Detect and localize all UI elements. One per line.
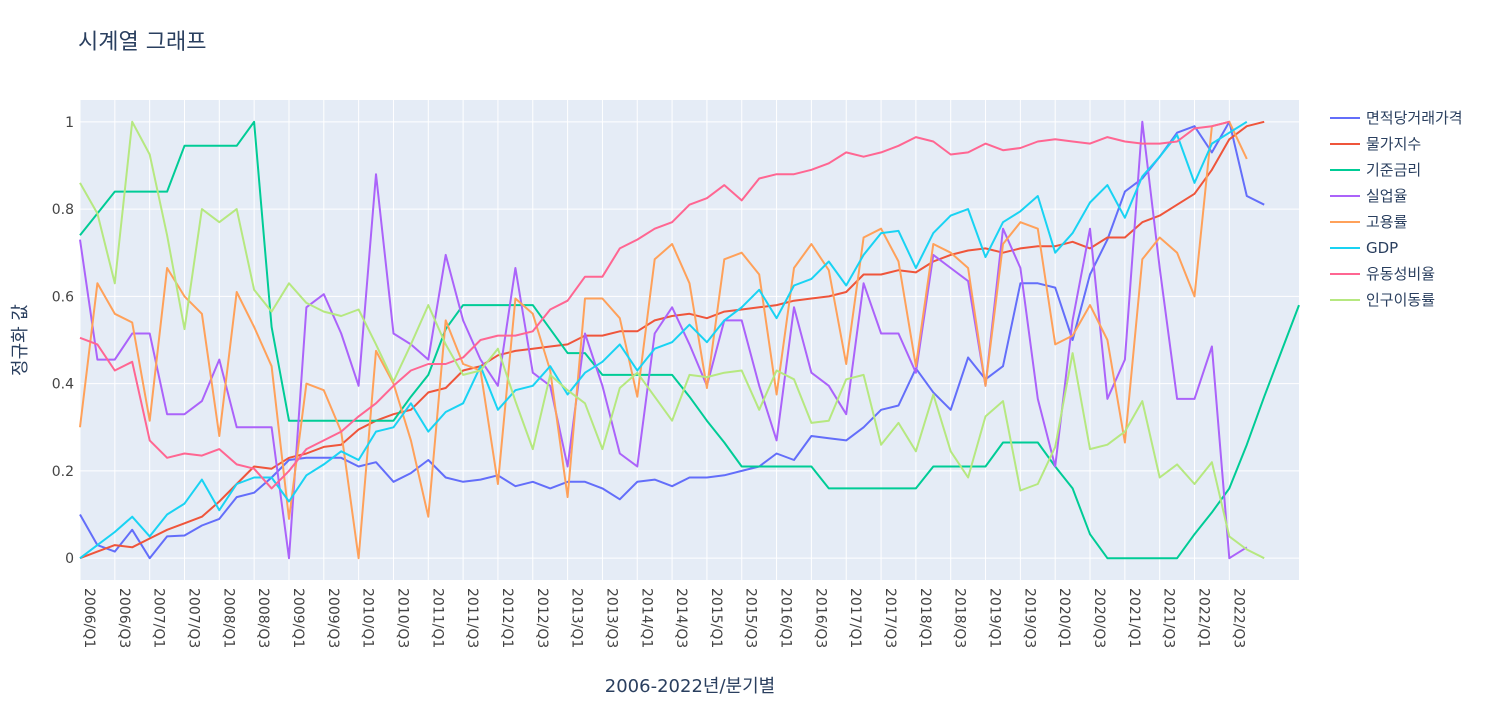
x-tick-label: 2013/Q1 <box>569 588 585 648</box>
x-tick-label: 2015/Q1 <box>708 588 724 648</box>
plot-area <box>80 100 1299 580</box>
legend-label: 유동성비율 <box>1366 265 1435 283</box>
x-tick-label: 2019/Q3 <box>1021 588 1037 648</box>
y-tick-label: 0.6 <box>52 289 74 305</box>
x-tick-label: 2018/Q1 <box>917 588 933 648</box>
x-tick-label: 2006/Q1 <box>81 588 97 648</box>
x-tick-label: 2011/Q1 <box>429 588 445 648</box>
x-tick-label: 2006/Q3 <box>116 588 132 648</box>
y-tick-label: 0.8 <box>52 202 74 218</box>
x-tick-label: 2012/Q1 <box>499 588 515 648</box>
x-tick-label: 2010/Q3 <box>394 588 410 648</box>
x-tick-label: 2008/Q1 <box>220 588 236 648</box>
legend-label: 고용률 <box>1366 213 1408 231</box>
series-line-3 <box>79 120 1300 560</box>
x-tick-label: 2016/Q3 <box>812 588 828 648</box>
x-axis-ticks: 2006/Q1 2006/Q3 2007/Q1 2007/Q3 2008/Q1 2008/… <box>81 588 1246 648</box>
x-tick-label: 2018/Q3 <box>952 588 968 648</box>
legend-item[interactable]: 인구이동률 <box>1330 291 1435 309</box>
x-tick-label: 2022/Q3 <box>1230 588 1246 648</box>
x-tick-label: 2017/Q1 <box>847 588 863 648</box>
x-axis-title: 2006-2022년/분기별 <box>605 676 775 697</box>
x-tick-label: 2010/Q1 <box>360 588 376 648</box>
legend-label: GDP <box>1366 239 1398 257</box>
y-tick-label: 0.2 <box>52 464 74 480</box>
series-line-5 <box>79 120 1248 560</box>
x-tick-label: 2014/Q3 <box>673 588 689 648</box>
y-axis-ticks: 0 0.2 0.4 0.6 0.8 1 <box>52 115 74 567</box>
legend-item[interactable]: 물가지수 <box>1330 135 1421 153</box>
legend-label: 물가지수 <box>1366 135 1421 153</box>
x-tick-label: 2014/Q1 <box>638 588 654 648</box>
x-tick-label: 2011/Q3 <box>464 588 480 648</box>
legend-label: 면적당거래가격 <box>1366 109 1463 127</box>
chart-title: 시계열 그래프 <box>78 30 206 55</box>
x-tick-label: 2020/Q3 <box>1091 588 1107 648</box>
series-lines <box>79 120 1300 560</box>
x-tick-label: 2015/Q3 <box>743 588 759 648</box>
x-tick-label: 2009/Q3 <box>325 588 341 648</box>
x-tick-label: 2007/Q3 <box>185 588 201 648</box>
x-tick-label: 2012/Q3 <box>534 588 550 648</box>
series-line-6 <box>79 120 1248 559</box>
legend-item[interactable]: 실업율 <box>1330 187 1407 205</box>
gridlines <box>79 100 1299 580</box>
x-tick-label: 2008/Q3 <box>255 588 271 648</box>
series-line-8 <box>79 120 1265 560</box>
y-tick-label: 0.4 <box>52 377 74 393</box>
legend-item[interactable]: 고용률 <box>1330 213 1408 231</box>
x-tick-label: 2022/Q1 <box>1196 588 1212 648</box>
legend-item[interactable]: 기준금리 <box>1330 161 1421 179</box>
legend-label: 실업율 <box>1366 187 1407 205</box>
legend-item[interactable]: GDP <box>1330 239 1398 257</box>
y-axis-title: 정규화 값 <box>10 304 31 376</box>
legend-label: 인구이동률 <box>1366 291 1435 309</box>
x-tick-label: 2020/Q1 <box>1056 588 1072 648</box>
x-tick-label: 2013/Q3 <box>603 588 619 648</box>
x-tick-label: 2021/Q3 <box>1161 588 1177 648</box>
x-tick-label: 2021/Q1 <box>1126 588 1142 648</box>
legend-item[interactable]: 면적당거래가격 <box>1330 109 1463 127</box>
x-tick-label: 2007/Q1 <box>151 588 167 648</box>
series-line-7 <box>79 120 1230 490</box>
legend-label: 기준금리 <box>1366 161 1421 179</box>
x-tick-label: 2016/Q1 <box>778 588 794 648</box>
y-tick-label: 1 <box>65 115 74 131</box>
x-tick-label: 2009/Q1 <box>290 588 306 648</box>
y-tick-label: 0 <box>65 551 74 567</box>
x-tick-label: 2017/Q3 <box>882 588 898 648</box>
legend-item[interactable]: 유동성비율 <box>1330 265 1435 283</box>
x-tick-label: 2019/Q1 <box>987 588 1003 648</box>
